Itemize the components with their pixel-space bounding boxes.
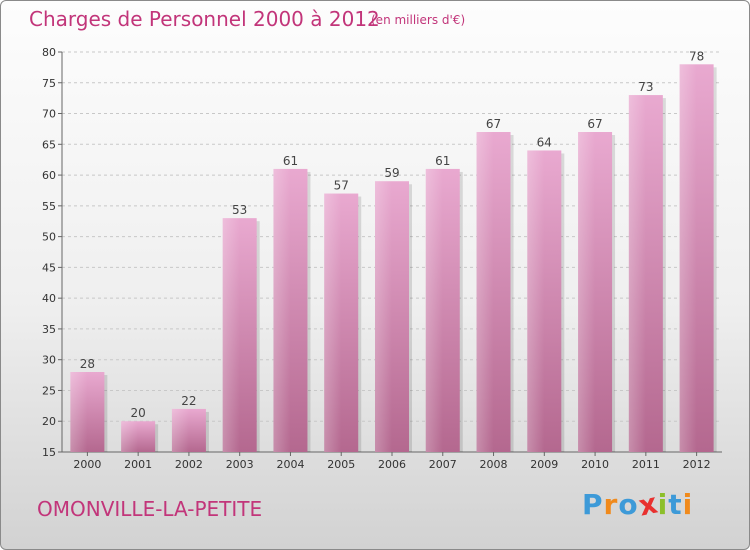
y-tick-label: 40 [42, 292, 56, 305]
data-label: 53 [232, 203, 247, 217]
data-label: 28 [80, 357, 95, 371]
city-name: OMONVILLE-LA-PETITE [37, 497, 263, 521]
logo-letter: t [668, 488, 683, 521]
data-label: 57 [334, 179, 349, 193]
bar-highlight [425, 168, 443, 452]
data-label: 67 [486, 117, 501, 131]
bar-highlight [70, 372, 88, 452]
data-label: 67 [587, 117, 602, 131]
data-label: 78 [689, 49, 704, 63]
bar-highlight [375, 181, 392, 452]
x-tick-label: 2001 [124, 458, 152, 471]
y-tick-label: 65 [42, 138, 56, 151]
y-tick-label: 35 [42, 323, 56, 336]
data-label: 61 [435, 154, 450, 168]
data-label: 61 [283, 154, 298, 168]
y-tick-label: 30 [42, 354, 56, 367]
data-labels: 28 20 22 53 61 57 59 61 67 64 67 73 78 [80, 49, 705, 420]
bar-highlight [628, 95, 646, 453]
bar-highlight [324, 193, 342, 453]
x-tick-label: 2008 [480, 458, 508, 471]
bar-highlight [476, 132, 494, 452]
y-tick-label: 70 [42, 108, 56, 121]
y-tick-label: 55 [42, 200, 56, 213]
chart-subtitle: (en milliers d'€) [371, 13, 466, 27]
y-tick-label: 20 [42, 415, 56, 428]
x-tick-label: 2005 [327, 458, 355, 471]
x-tick-label: 2004 [276, 458, 304, 471]
y-tick-label: 60 [42, 169, 56, 182]
chart-title: Charges de Personnel 2000 à 2012 [29, 7, 380, 31]
bar-highlight [578, 132, 596, 452]
logo-letter: i [682, 488, 694, 521]
y-tick-label: 25 [42, 384, 56, 397]
bar-highlight [679, 64, 697, 453]
logo-letter: o [618, 488, 639, 521]
x-tick-label: 2003 [226, 458, 254, 471]
bar-highlight [527, 150, 545, 452]
bar-highlight [121, 421, 139, 452]
bar-highlight [171, 408, 189, 452]
data-label: 22 [181, 394, 196, 408]
x-tick-label: 2011 [632, 458, 660, 471]
data-label: 73 [638, 80, 653, 94]
logo-letter: i [657, 488, 669, 521]
logo-letter: r [603, 488, 619, 521]
data-label: 20 [131, 406, 146, 420]
x-tick-label: 2007 [429, 458, 457, 471]
bar-highlight [273, 168, 291, 452]
x-tick-label: 2012 [683, 458, 711, 471]
bars [70, 64, 717, 453]
logo-letter: P [582, 488, 604, 521]
y-tick-label: 45 [42, 261, 56, 274]
x-tick-label: 2009 [530, 458, 558, 471]
x-tick-label: 2002 [175, 458, 203, 471]
data-label: 64 [537, 135, 552, 149]
y-tick-label: 50 [42, 231, 56, 244]
x-tick-label: 2010 [581, 458, 609, 471]
y-tick-label: 75 [42, 77, 56, 90]
x-tick-label: 2006 [378, 458, 406, 471]
y-tick-label: 80 [42, 46, 56, 59]
proxiti-logo[interactable]: Proxiti [582, 486, 694, 522]
data-label: 59 [384, 166, 399, 180]
y-tick-label: 15 [42, 446, 56, 459]
bar-highlight [222, 218, 240, 452]
x-tick-label: 2000 [73, 458, 101, 471]
